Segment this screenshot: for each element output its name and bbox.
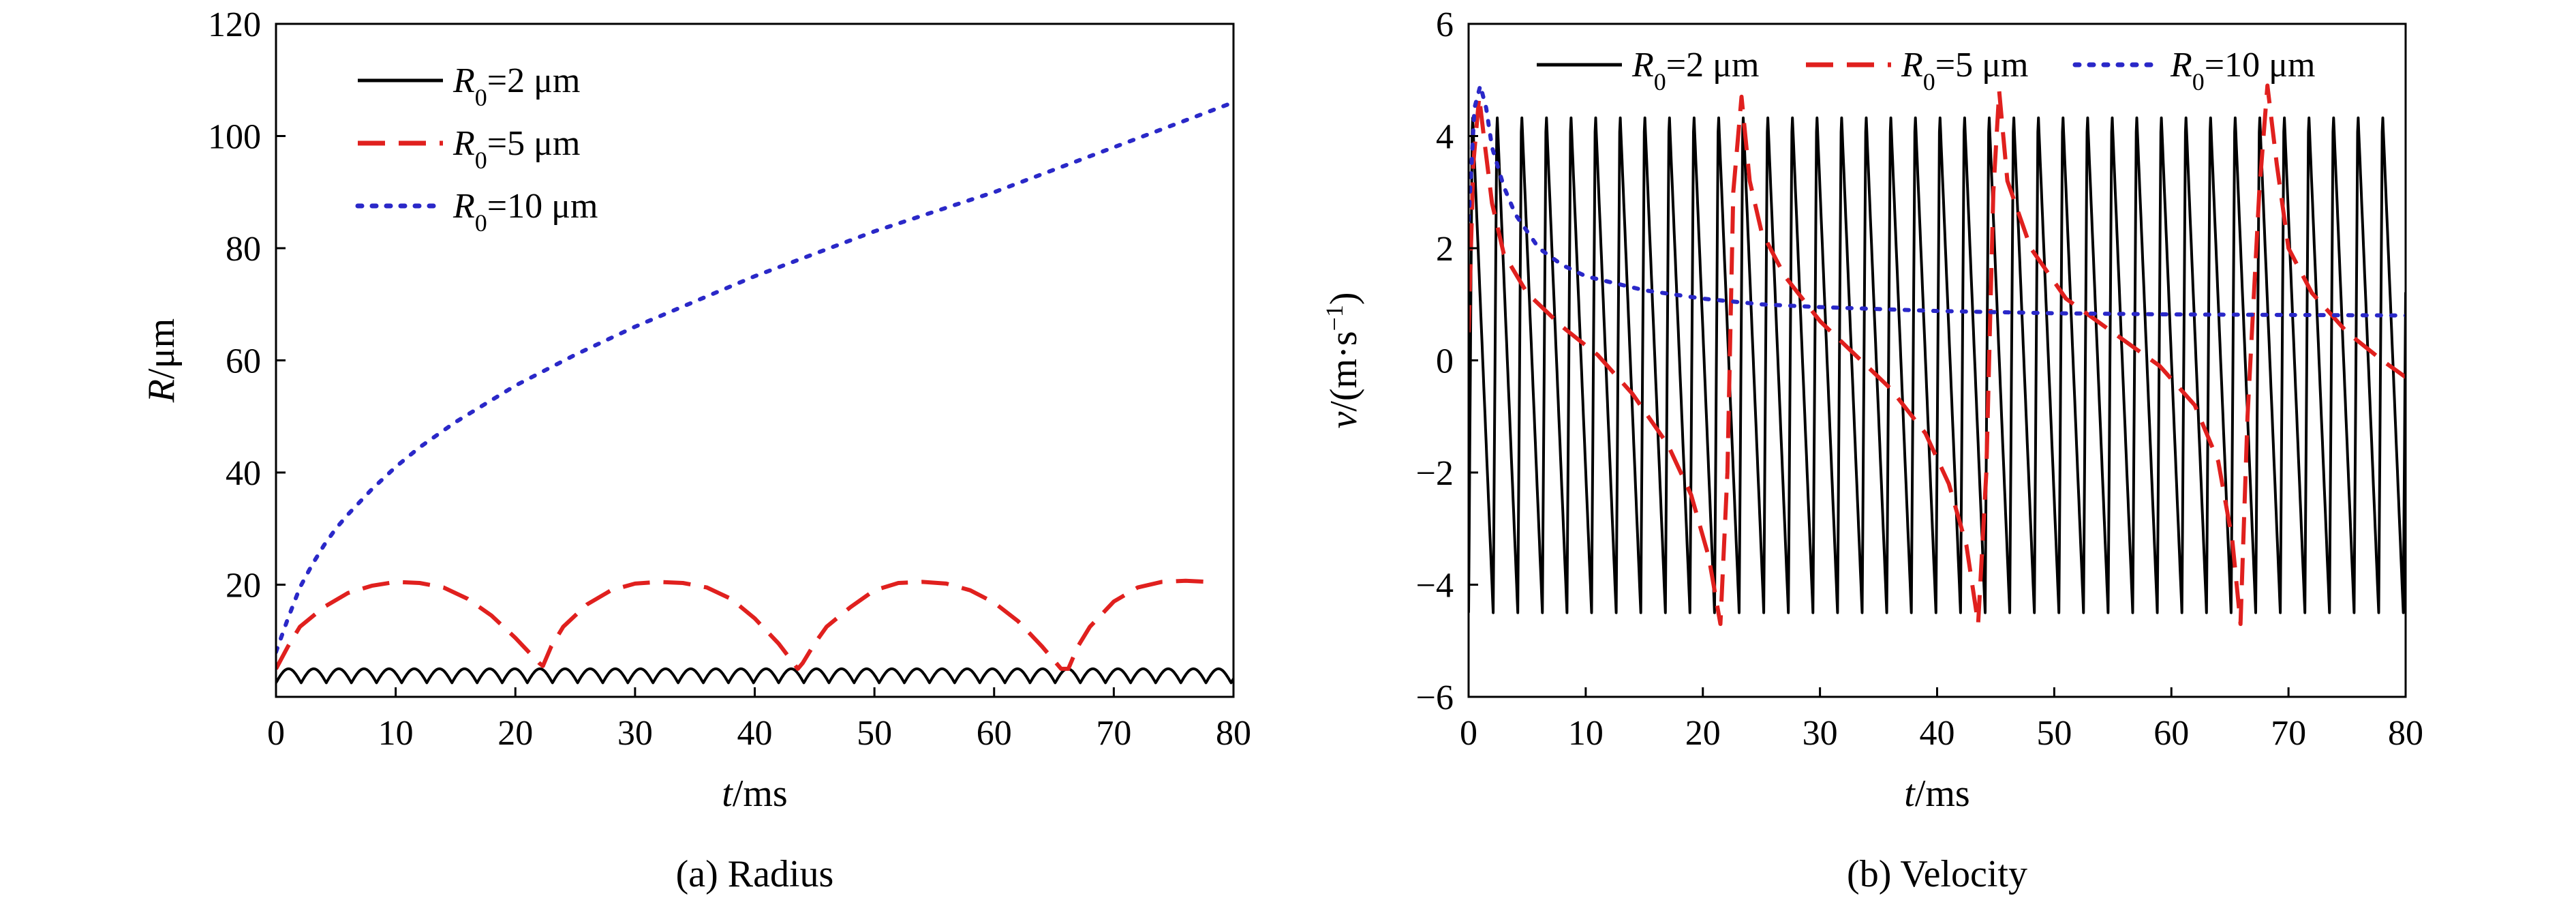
legend-label-0: R0=2 μm: [1631, 46, 1759, 95]
x-axis-label: t/ms: [722, 773, 787, 815]
x-tick-label: 70: [2271, 714, 2306, 753]
legend-label-1: R0=5 μm: [1901, 46, 2028, 95]
y-tick-label: 0: [1436, 342, 1454, 381]
x-tick-label: 30: [617, 714, 653, 753]
chart-velocity: 0 10 20 30 40 50 60 70 80 −6 −4 −2 0 2 4 6 t/ms v/(m·s−1)…: [1321, 5, 2423, 895]
x-tick-label: 80: [1216, 714, 1251, 753]
y-tick-label: 20: [226, 567, 261, 605]
legend-label-2: R0=10 μm: [2170, 46, 2315, 95]
series-line-0: [276, 667, 1233, 685]
y-tick-label: 6: [1436, 5, 1454, 44]
y-tick-label: −4: [1416, 567, 1454, 605]
legend-label-0: R0=2 μm: [453, 61, 580, 111]
x-tick-label: 50: [2036, 714, 2072, 753]
x-tick-label: 0: [267, 714, 285, 753]
y-tick-label: 4: [1436, 118, 1454, 157]
y-tick-label: 40: [226, 454, 261, 493]
series-line-2: [276, 100, 1233, 655]
x-tick-label: 50: [857, 714, 892, 753]
plot-area: [1469, 83, 2406, 627]
legend-label-2: R0=10 μm: [453, 187, 598, 237]
legend: R0=2 μm R0=5 μm R0=10 μm: [355, 61, 598, 237]
x-tick-label: 70: [1096, 714, 1131, 753]
series-line-1: [1469, 83, 2406, 627]
y-tick-label: 60: [226, 342, 261, 381]
chart-radius: 0 10 20 30 40 50 60 70 80 20 40 60 80 100 120 t/ms R/μm (…: [140, 5, 1251, 895]
y-axis-label: R/μm: [140, 318, 183, 403]
x-axis-label: t/ms: [1904, 773, 1969, 815]
y-tick-label: −2: [1416, 454, 1454, 493]
series-line-0: [1469, 116, 2406, 614]
x-tick-label: 40: [737, 714, 773, 753]
y-axis-label: v/(m·s−1): [1321, 292, 1365, 428]
x-tick-label: 10: [378, 714, 414, 753]
x-tick-label: 60: [977, 714, 1012, 753]
y-tick-label: 80: [226, 230, 261, 269]
series-line-2: [1469, 83, 2406, 318]
x-tick-label: 60: [2153, 714, 2189, 753]
x-tick-label: 30: [1803, 714, 1838, 753]
x-tick-label: 20: [1685, 714, 1721, 753]
plot-frame: [275, 23, 1235, 698]
y-tick-label: 2: [1436, 230, 1454, 269]
chart-caption: (a) Radius: [676, 853, 834, 895]
series-line-1: [276, 578, 1210, 671]
y-tick-label: 100: [208, 118, 261, 157]
x-tick-label: 40: [1920, 714, 1955, 753]
x-tick-label: 20: [497, 714, 533, 753]
x-tick-label: 80: [2388, 714, 2423, 753]
plot-area: [276, 100, 1233, 685]
chart-caption: (b) Velocity: [1847, 853, 2027, 895]
y-tick-label: 120: [208, 5, 261, 44]
y-tick-label: −6: [1416, 678, 1454, 717]
x-tick-label: 10: [1568, 714, 1604, 753]
legend-label-1: R0=5 μm: [453, 124, 580, 174]
x-tick-label: 0: [1460, 714, 1477, 753]
legend: R0=2 μm R0=5 μm R0=10 μm: [1537, 46, 2315, 95]
